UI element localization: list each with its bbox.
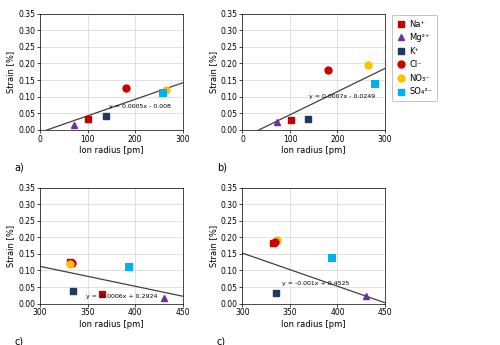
Y-axis label: Strain [%]: Strain [%] bbox=[209, 51, 218, 93]
Text: y = 0.0007x - 0.0249: y = 0.0007x - 0.0249 bbox=[309, 94, 375, 99]
Y-axis label: Strain [%]: Strain [%] bbox=[209, 225, 218, 267]
Y-axis label: Strain [%]: Strain [%] bbox=[6, 51, 16, 93]
Text: c): c) bbox=[217, 336, 226, 345]
Bar bbox=[372, 82, 379, 86]
Text: y = -0.0006x + 0.2924: y = -0.0006x + 0.2924 bbox=[86, 294, 157, 299]
Text: y = -0.001x + 0.4525: y = -0.001x + 0.4525 bbox=[282, 282, 350, 286]
X-axis label: Ion radius [pm]: Ion radius [pm] bbox=[282, 320, 346, 329]
Text: b): b) bbox=[217, 162, 227, 172]
Text: a): a) bbox=[14, 162, 24, 172]
X-axis label: Ion radius [pm]: Ion radius [pm] bbox=[79, 320, 144, 329]
Text: c): c) bbox=[14, 336, 24, 345]
Bar bbox=[126, 265, 133, 268]
Bar bbox=[159, 92, 166, 95]
Legend: Na⁺, Mg²⁺, K⁺, Cl⁻, NO₃⁻, SO₄²⁻: Na⁺, Mg²⁺, K⁺, Cl⁻, NO₃⁻, SO₄²⁻ bbox=[392, 14, 437, 101]
X-axis label: Ion radius [pm]: Ion radius [pm] bbox=[282, 146, 346, 155]
Y-axis label: Strain [%]: Strain [%] bbox=[6, 225, 16, 267]
Bar bbox=[328, 256, 336, 259]
Text: y = 0.0005x - 0.008: y = 0.0005x - 0.008 bbox=[109, 104, 171, 109]
X-axis label: Ion radius [pm]: Ion radius [pm] bbox=[79, 146, 144, 155]
